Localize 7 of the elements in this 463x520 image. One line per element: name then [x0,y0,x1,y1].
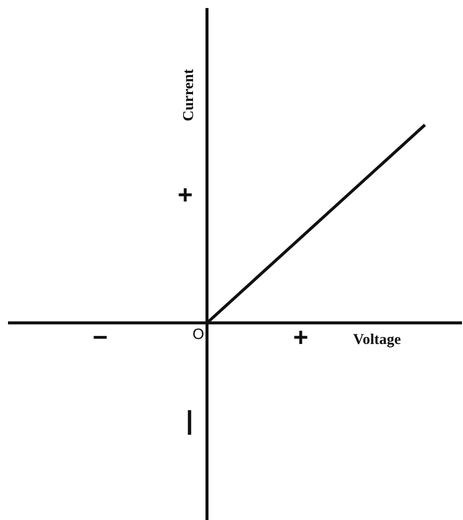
text: | [186,405,194,436]
x-axis-title: Voltage [353,332,402,348]
annotation: − [92,322,108,352]
text: O [192,326,204,343]
annotation: + [293,322,308,352]
annotation: + [178,179,193,210]
y-axis-title: Current [180,69,197,122]
